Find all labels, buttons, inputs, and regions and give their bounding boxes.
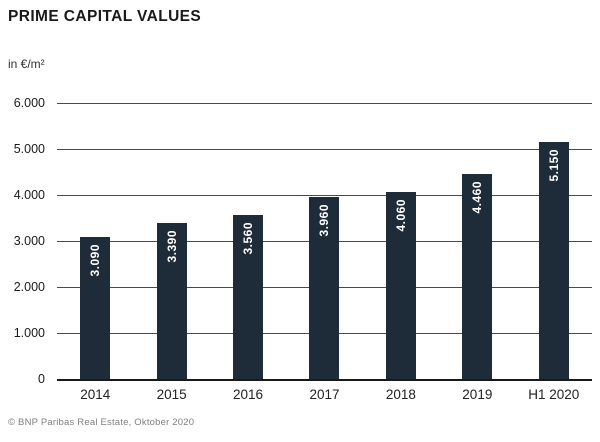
- bar-column-2018: 4.060: [363, 103, 439, 379]
- bar-2018: 4.060: [385, 192, 416, 379]
- plot-area: 3.090 3.390 3.560 3.960 4.060 4.460 5.150: [57, 103, 592, 381]
- bar-value-label: 3.390: [164, 230, 179, 263]
- bar-2015: 3.390: [156, 223, 187, 379]
- y-tick-label: 6.000: [13, 96, 45, 110]
- bar-h1-2020: 5.150: [538, 142, 569, 379]
- gridline: [57, 195, 592, 196]
- bar-2016: 3.560: [233, 215, 264, 379]
- bar-2019: 4.460: [462, 173, 493, 379]
- gridline: [57, 103, 592, 104]
- bar-column-2017: 3.960: [286, 103, 362, 379]
- bar-column-2016: 3.560: [210, 103, 286, 379]
- x-tick-label: 2017: [309, 387, 340, 402]
- y-axis: 0 1.000 2.000 3.000 4.000 5.000 6.000: [0, 96, 45, 386]
- x-tick-label: 2018: [385, 387, 416, 402]
- y-tick-label: 3.000: [13, 234, 45, 248]
- y-tick-label: 2.000: [13, 280, 45, 294]
- bar-column-2015: 3.390: [133, 103, 209, 379]
- bar-value-label: 3.560: [241, 222, 256, 255]
- x-tick-label: 2015: [156, 387, 187, 402]
- unit-label: in €/m²: [8, 57, 45, 71]
- bar-value-label: 3.960: [317, 203, 332, 237]
- y-tick-label: 5.000: [13, 142, 45, 156]
- bar-2017: 3.960: [309, 196, 340, 379]
- bar-2014: 3.090: [80, 236, 111, 379]
- bar-column-2019: 4.460: [439, 103, 515, 379]
- bar-column-2014: 3.090: [57, 103, 133, 379]
- x-tick-label: H1 2020: [528, 387, 580, 402]
- bar-column-h1-2020: 5.150: [516, 103, 592, 379]
- chart-title: PRIME CAPITAL VALUES: [8, 8, 202, 25]
- y-tick-label: 1.000: [13, 326, 45, 340]
- gridline: [57, 149, 592, 150]
- bar-value-label: 5.150: [546, 149, 561, 182]
- bar-series: 3.090 3.390 3.560 3.960 4.060 4.460 5.150: [57, 103, 592, 379]
- x-tick-label: 2014: [80, 387, 111, 402]
- source-credit: © BNP Paribas Real Estate, Oktober 2020: [8, 417, 195, 428]
- x-tick-label: 2016: [233, 387, 264, 402]
- x-tick-label: 2019: [462, 387, 493, 402]
- bar-value-label: 3.090: [88, 243, 103, 277]
- y-tick-label: 0: [38, 372, 45, 386]
- bar-value-label: 4.460: [470, 180, 485, 214]
- y-tick-label: 4.000: [13, 188, 45, 202]
- bar-value-label: 4.060: [393, 199, 408, 232]
- x-axis: 2014 2015 2016 2017 2018 2019 H1 2020: [57, 387, 592, 402]
